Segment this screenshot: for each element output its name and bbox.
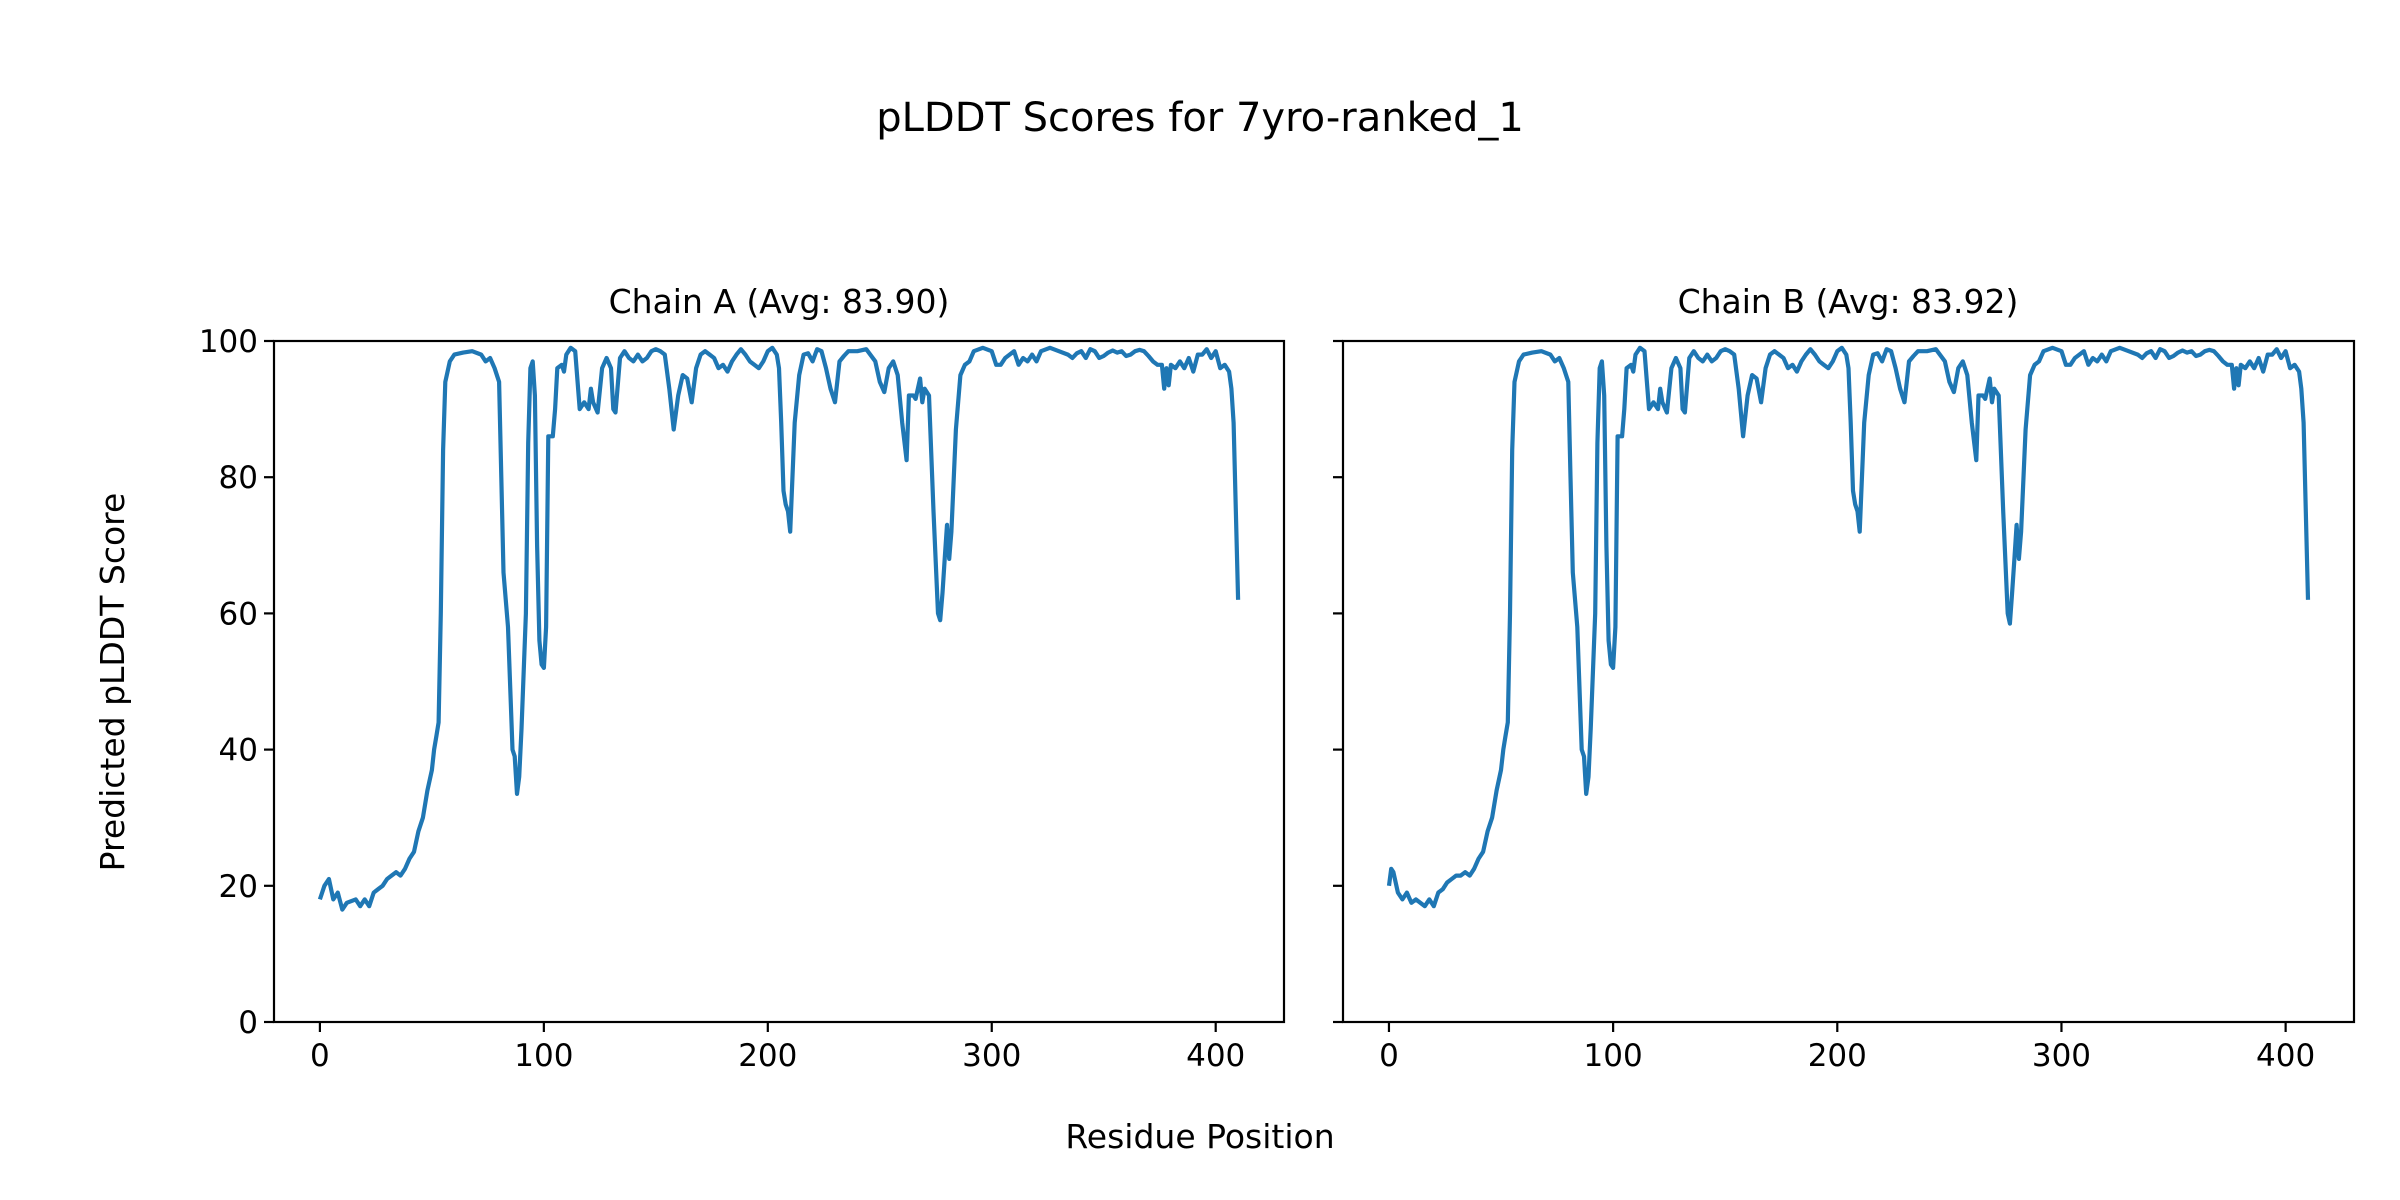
panel-b-title: Chain B (Avg: 83.92) bbox=[1678, 282, 2019, 321]
x-axis-label: Residue Position bbox=[1065, 1117, 1334, 1156]
y-tick-label: 60 bbox=[219, 596, 258, 632]
x-tick-label: 400 bbox=[2256, 1038, 2315, 1074]
x-tick-label: 300 bbox=[2032, 1038, 2091, 1074]
x-tick-label: 200 bbox=[738, 1038, 797, 1074]
y-axis-label: Predicted pLDDT Score bbox=[93, 493, 132, 872]
series-line-chain-a bbox=[317, 345, 1241, 912]
x-tick-label: 400 bbox=[1186, 1038, 1245, 1074]
axes-frame bbox=[1341, 339, 2356, 1024]
x-tick-label: 200 bbox=[1808, 1038, 1867, 1074]
y-tick-label: 100 bbox=[199, 324, 258, 360]
x-tick-label: 0 bbox=[1379, 1038, 1399, 1074]
x-tick-label: 100 bbox=[514, 1038, 573, 1074]
axes-frame bbox=[272, 339, 1286, 1024]
series-line-chain-b bbox=[1386, 345, 2311, 909]
panel-a-title: Chain A (Avg: 83.90) bbox=[609, 282, 950, 321]
y-tick-label: 0 bbox=[238, 1005, 258, 1041]
figure-title: pLDDT Scores for 7yro-ranked_1 bbox=[876, 95, 1524, 141]
y-tick-label: 80 bbox=[219, 460, 258, 496]
x-tick-label: 100 bbox=[1584, 1038, 1643, 1074]
x-tick-label: 0 bbox=[310, 1038, 330, 1074]
y-tick-label: 20 bbox=[219, 869, 258, 905]
x-tick-label: 300 bbox=[962, 1038, 1021, 1074]
y-tick-label: 40 bbox=[219, 733, 258, 769]
